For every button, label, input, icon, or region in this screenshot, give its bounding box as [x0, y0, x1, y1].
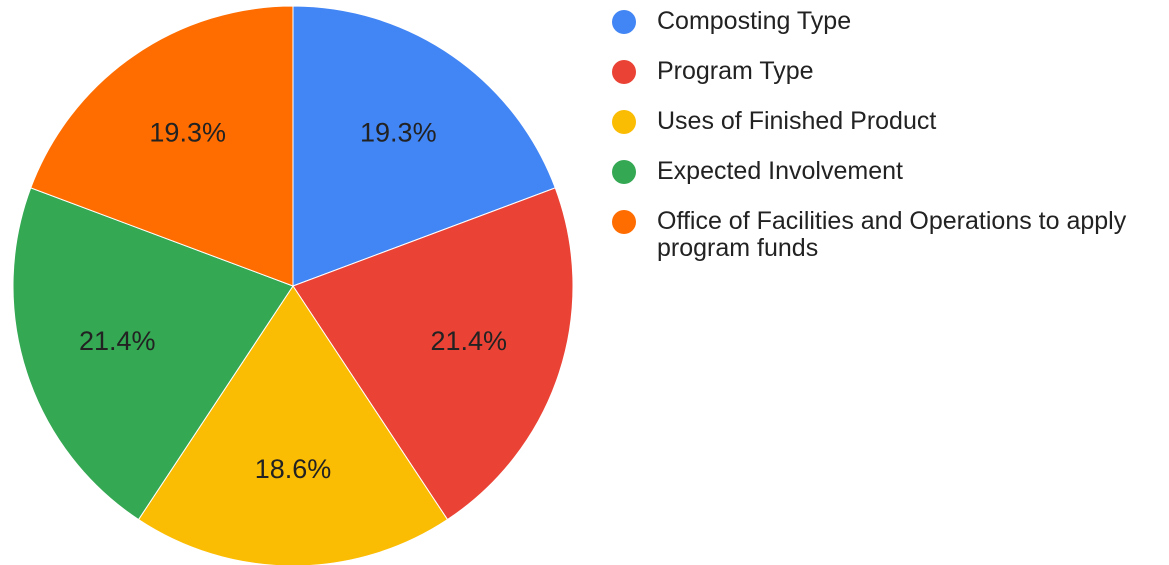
slice-label: 19.3%	[360, 117, 437, 147]
pie-chart: 19.3% 21.4% 18.6% 21.4% 19.3%	[12, 5, 574, 565]
legend-label: Office of Facilities and Operations to a…	[657, 207, 1127, 262]
slice-label: 19.3%	[149, 117, 226, 147]
legend-swatch	[612, 160, 636, 184]
legend-swatch	[612, 60, 636, 84]
legend-item: Uses of Finished Product	[612, 108, 1137, 135]
slice-label: 21.4%	[79, 326, 156, 356]
pie-slice	[292, 5, 556, 287]
slice-label: 21.4%	[430, 326, 507, 356]
legend: Composting Type Program Type Uses of Finis…	[612, 8, 1162, 285]
legend-item: Expected Involvement	[612, 158, 1137, 185]
pie-slice	[292, 187, 574, 521]
legend-item: Program Type	[612, 58, 1137, 85]
slice-label: 18.6%	[255, 454, 332, 484]
legend-item: Office of Facilities and Operations to a…	[612, 208, 1137, 262]
legend-swatch	[612, 10, 636, 34]
legend-label: Composting Type	[657, 7, 852, 35]
pie-slice	[137, 285, 449, 565]
legend-label: Program Type	[657, 57, 814, 85]
pie-slice	[12, 187, 294, 521]
legend-label: Expected Involvement	[657, 157, 903, 185]
legend-label: Uses of Finished Product	[657, 107, 937, 135]
legend-item: Composting Type	[612, 8, 1137, 35]
pie-slice	[30, 5, 294, 287]
legend-swatch	[612, 210, 636, 234]
legend-swatch	[612, 110, 636, 134]
